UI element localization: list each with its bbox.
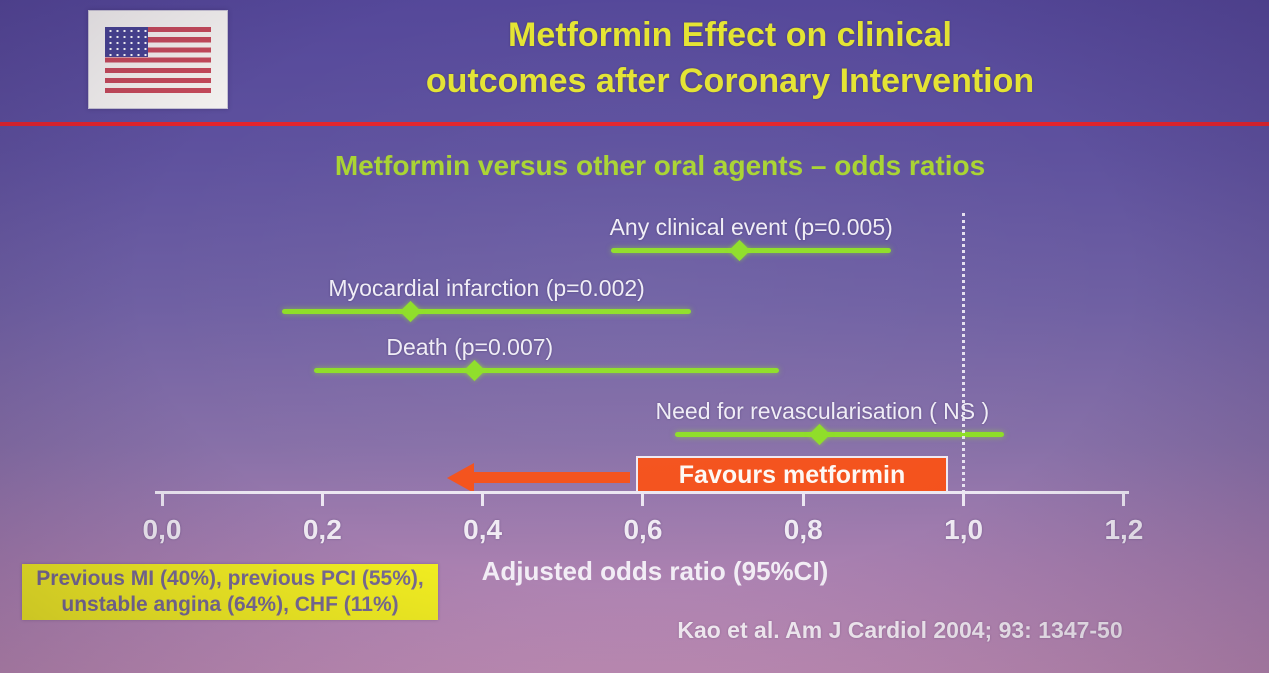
odds-ratio-marker-icon [728,239,750,261]
citation: Kao et al. Am J Cardiol 2004; 93: 1347-5… [677,617,1123,643]
odds-ratio-marker-icon [808,423,830,445]
axis-tick [481,493,485,506]
note-line2: unstable angina (64%), CHF (11%) [61,593,399,616]
favours-arrow-head-icon [447,463,474,493]
favours-metformin-badge: Favours metformin [636,456,948,494]
slide-title-line1: Metformin Effect on clinical [508,16,952,54]
odds-ratio-marker-icon [399,300,422,322]
axis-tick-label: 1,2 [1104,514,1144,545]
confidence-interval-line [282,308,692,314]
us-flag-canton [105,26,148,57]
slide-title-line2: outcomes after Coronary Intervention [425,62,1035,100]
odds-ratio-marker-icon [464,359,486,381]
axis-tick [320,493,324,506]
reference-line-icon [962,213,966,505]
axis-tick-label: 0,2 [302,514,342,545]
outcome-label: Death (p=0.007) [386,334,554,360]
outcome-label: Myocardial infarction (p=0.002) [328,275,645,301]
note-line1: Previous MI (40%), previous PCI (55%), [36,567,424,590]
us-flag-image [105,26,211,93]
confidence-interval-line [610,247,892,253]
axis-tick [962,493,966,506]
outcome-label: Need for revascularisation ( NS ) [655,398,990,424]
axis-tick-label: 0,8 [783,514,823,545]
axis-tick [801,493,805,506]
slide-title: Metformin Effect on clinical outcomes af… [255,12,1205,104]
divider-rule [0,122,1269,126]
axis-tick-label: 0,4 [463,514,503,545]
us-flag-icon [88,10,228,109]
x-axis-label: Adjusted odds ratio (95%CI) [481,556,829,586]
outcome-label: Any clinical event (p=0.005) [609,214,893,240]
axis-tick [160,493,164,506]
axis-tick-label: 0,0 [142,514,182,545]
axis-tick [641,493,645,506]
confidence-interval-line [675,431,1004,437]
axis-tick-label: 0,6 [623,514,663,545]
x-axis [155,491,1129,494]
chart-subtitle: Metformin versus other oral agents – odd… [334,150,986,181]
axis-tick-label: 1,0 [944,514,984,545]
patient-characteristics-note: Previous MI (40%), previous PCI (55%), u… [22,564,438,620]
favours-arrow-icon [471,472,630,483]
confidence-interval-line [314,367,780,373]
axis-tick [1122,493,1126,506]
